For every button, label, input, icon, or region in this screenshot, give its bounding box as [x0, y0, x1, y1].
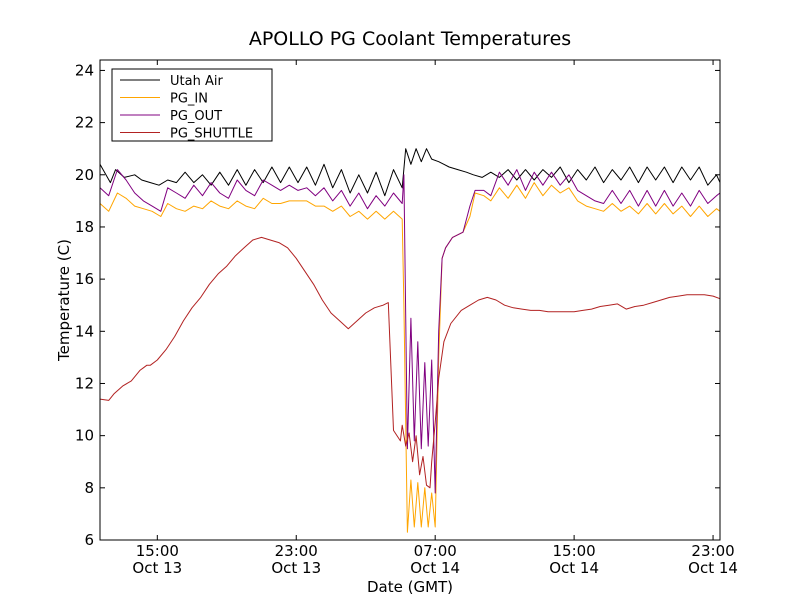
series-line-pg-out — [99, 169, 721, 494]
x-tick-label-date: Oct 13 — [271, 559, 321, 577]
y-tick-label: 6 — [84, 531, 94, 549]
legend-frame — [111, 68, 273, 142]
y-axis-label: Temperature (C) — [55, 239, 73, 362]
y-tick-label: 10 — [75, 427, 94, 445]
x-tick-label-date: Oct 13 — [132, 559, 182, 577]
x-axis-label: Date (GMT) — [367, 578, 453, 596]
series-line-pg-shuttle — [99, 236, 721, 489]
legend-label: PG_SHUTTLE — [170, 127, 253, 142]
y-tick-label: 24 — [75, 61, 94, 79]
x-tick-label-time: 15:00 — [136, 542, 179, 560]
plot-frame — [99, 59, 721, 541]
x-tick-label-date: Oct 14 — [688, 559, 738, 577]
y-tick-label: 16 — [75, 270, 94, 288]
y-tick-label: 20 — [75, 166, 94, 184]
series-layer — [99, 148, 721, 533]
legend: Utah Air PG_IN PG_OUT PG_SHUTTLE — [111, 68, 273, 142]
chart-title: APOLLO PG Coolant Temperatures — [249, 28, 571, 50]
x-tick-label-time: 07:00 — [414, 542, 457, 560]
legend-label: PG_OUT — [170, 109, 222, 124]
x-tick-label-time: 23:00 — [275, 542, 318, 560]
series-line-pg-in — [99, 182, 721, 533]
x-tick-label-time: 15:00 — [553, 542, 596, 560]
y-tick-label: 8 — [84, 479, 94, 497]
x-tick-label-date: Oct 14 — [549, 559, 599, 577]
y-tick-label: 22 — [75, 114, 94, 132]
series-line-utah-air — [99, 148, 721, 197]
x-tick-label-time: 23:00 — [691, 542, 734, 560]
y-tick-label: 18 — [75, 218, 94, 236]
legend-label: Utah Air — [170, 74, 223, 89]
y-tick-label: 12 — [75, 374, 94, 392]
x-tick-label-date: Oct 14 — [410, 559, 460, 577]
y-tick-label: 14 — [75, 322, 94, 340]
legend-label: PG_IN — [170, 92, 208, 107]
